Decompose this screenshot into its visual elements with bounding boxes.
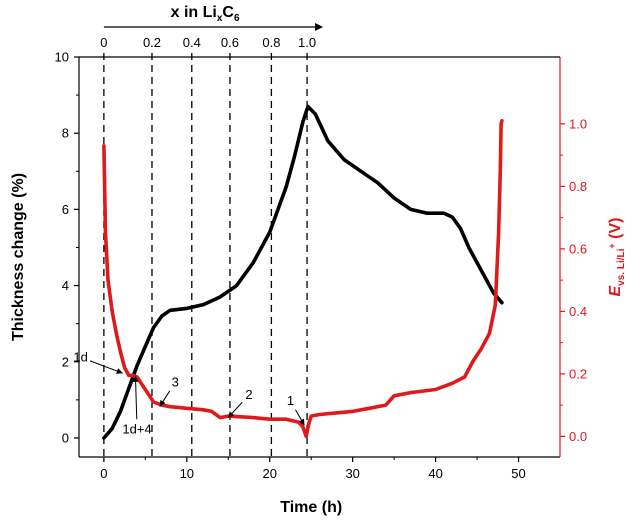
y-right-tick-label: 0.2	[569, 366, 587, 381]
x-tick-label: 20	[263, 466, 277, 481]
top-tick-label: 0	[100, 35, 107, 50]
x-tick-label: 40	[428, 466, 442, 481]
y-left-tick-label: 8	[62, 126, 69, 141]
annotation-arrow-icon	[116, 368, 123, 374]
guide-lines	[103, 53, 308, 457]
x-tick-label: 10	[180, 466, 194, 481]
y-right-axis-title-main: E	[607, 284, 624, 296]
potential-series-line	[102, 119, 504, 439]
top-axis-title: x in LixC6	[171, 4, 240, 24]
top-axis-title-main: x in Li	[171, 4, 217, 21]
y-right-tick-label: 0.6	[569, 241, 587, 256]
y-left-tick-label: 2	[62, 354, 69, 369]
annotation-label: 2	[245, 387, 252, 402]
annotation-arrow-line	[134, 375, 138, 420]
y-left-tick-label: 0	[62, 430, 69, 445]
y-right-axis-title-sub: vs. Li/Li	[616, 248, 627, 285]
top-tick-label: 0.2	[143, 35, 161, 50]
annotation-label: 1d	[73, 349, 87, 364]
annotation-arrow-icon	[298, 418, 305, 426]
x-tick-label: 30	[345, 466, 359, 481]
y-left-tick-label: 10	[55, 50, 69, 65]
y-right-tick-label: 0.0	[569, 429, 587, 444]
top-tick-label: 1.0	[298, 35, 316, 50]
y-right-tick-label: 1.0	[569, 116, 587, 131]
top-axis-title-sub2: 6	[234, 13, 240, 24]
y-left-tick-label: 4	[62, 278, 69, 293]
y-right-tick-label: 0.4	[569, 304, 587, 319]
y-left-axis-title: Thickness change (%)	[10, 173, 27, 341]
y-left-tick-label: 6	[62, 202, 69, 217]
y-right-axis-title-sup: +	[607, 243, 617, 248]
annotation-label: 3	[172, 374, 179, 389]
annotation-arrow-icon	[159, 399, 166, 407]
series-layer	[102, 104, 504, 440]
annotation-label: 1d+4	[122, 421, 151, 436]
top-axis-title-sub1: x	[217, 13, 223, 24]
annotations: 1d 1d+4 3 2 1	[73, 349, 305, 436]
thickness-series-line	[102, 104, 504, 440]
annotation-label: 1	[287, 393, 294, 408]
top-tick-label: 0.8	[262, 35, 280, 50]
top-axis-title-mid: C	[222, 4, 234, 21]
x-tick-label: 50	[511, 466, 525, 481]
y-right-axis-title: Evs. Li/Li+ (V)	[607, 218, 627, 297]
x-tick-label: 0	[100, 466, 107, 481]
y-right-tick-label: 0.8	[569, 179, 587, 194]
x-axis-title: Time (h)	[280, 499, 342, 516]
top-tick-label: 0.6	[221, 35, 239, 50]
axes: 0 10 20 30 40 50 0 2 4 6 8 10 0.0 0.2 0.4 0.6 0.8 1.0 0 0.2…	[10, 4, 627, 516]
y-right-axis-title-unit: (V)	[607, 218, 624, 244]
top-tick-label: 0.4	[183, 35, 201, 50]
annotation-arrow-icon	[227, 411, 235, 418]
annotation-arrow-icon	[132, 375, 139, 382]
